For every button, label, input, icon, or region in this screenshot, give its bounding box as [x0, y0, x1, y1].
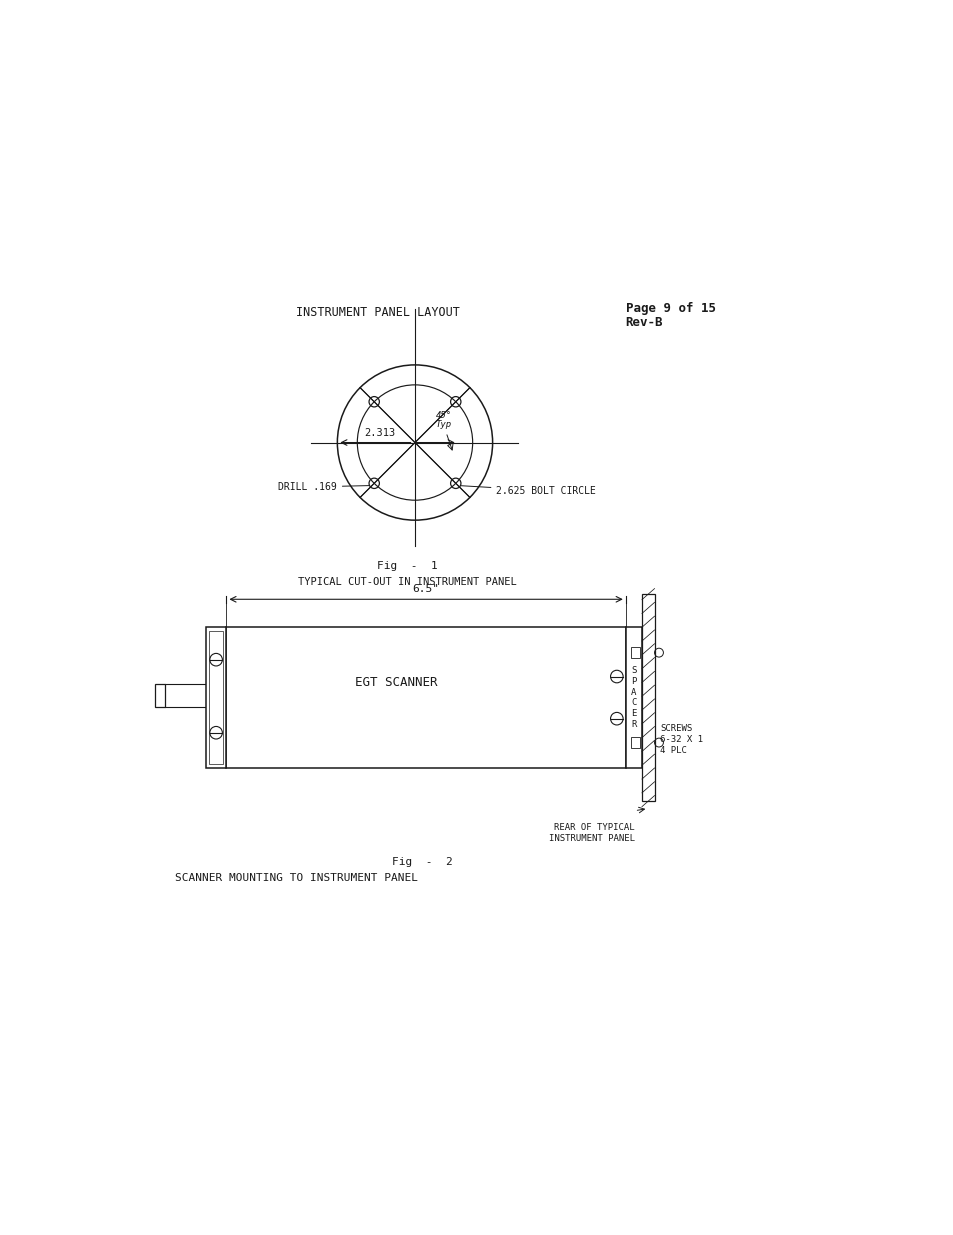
- Text: SCANNER MOUNTING TO INSTRUMENT PANEL: SCANNER MOUNTING TO INSTRUMENT PANEL: [175, 873, 417, 883]
- Text: INSTRUMENT PANEL LAYOUT: INSTRUMENT PANEL LAYOUT: [295, 306, 459, 320]
- Bar: [625, 627, 641, 768]
- Text: SCREWS
6-32 X 1
4 PLC: SCREWS 6-32 X 1 4 PLC: [659, 724, 702, 756]
- Bar: [155, 683, 165, 708]
- Text: Fig  -  2: Fig - 2: [392, 857, 453, 867]
- Bar: [226, 627, 625, 768]
- Text: EGT SCANNER: EGT SCANNER: [355, 677, 437, 689]
- Text: Fig  -  1: Fig - 1: [376, 561, 437, 571]
- Text: DRILL .169: DRILL .169: [278, 482, 369, 492]
- Bar: [210, 631, 222, 764]
- Text: REAR OF TYPICAL
INSTRUMENT PANEL: REAR OF TYPICAL INSTRUMENT PANEL: [548, 824, 634, 844]
- Text: TYPICAL CUT-OUT IN INSTRUMENT PANEL: TYPICAL CUT-OUT IN INSTRUMENT PANEL: [298, 577, 517, 587]
- Bar: [641, 594, 654, 802]
- Bar: [630, 737, 639, 747]
- Text: 2.625 BOLT CIRCLE: 2.625 BOLT CIRCLE: [460, 485, 596, 495]
- Text: S
P
A
C
E
R: S P A C E R: [631, 666, 636, 729]
- Bar: [630, 647, 639, 658]
- Text: 45°
Typ: 45° Typ: [436, 410, 452, 430]
- Text: Page 9 of 15: Page 9 of 15: [625, 303, 715, 315]
- Text: Rev-B: Rev-B: [625, 316, 662, 329]
- Text: 2.313: 2.313: [364, 429, 395, 438]
- Bar: [206, 627, 226, 768]
- Text: 6.5": 6.5": [412, 584, 439, 594]
